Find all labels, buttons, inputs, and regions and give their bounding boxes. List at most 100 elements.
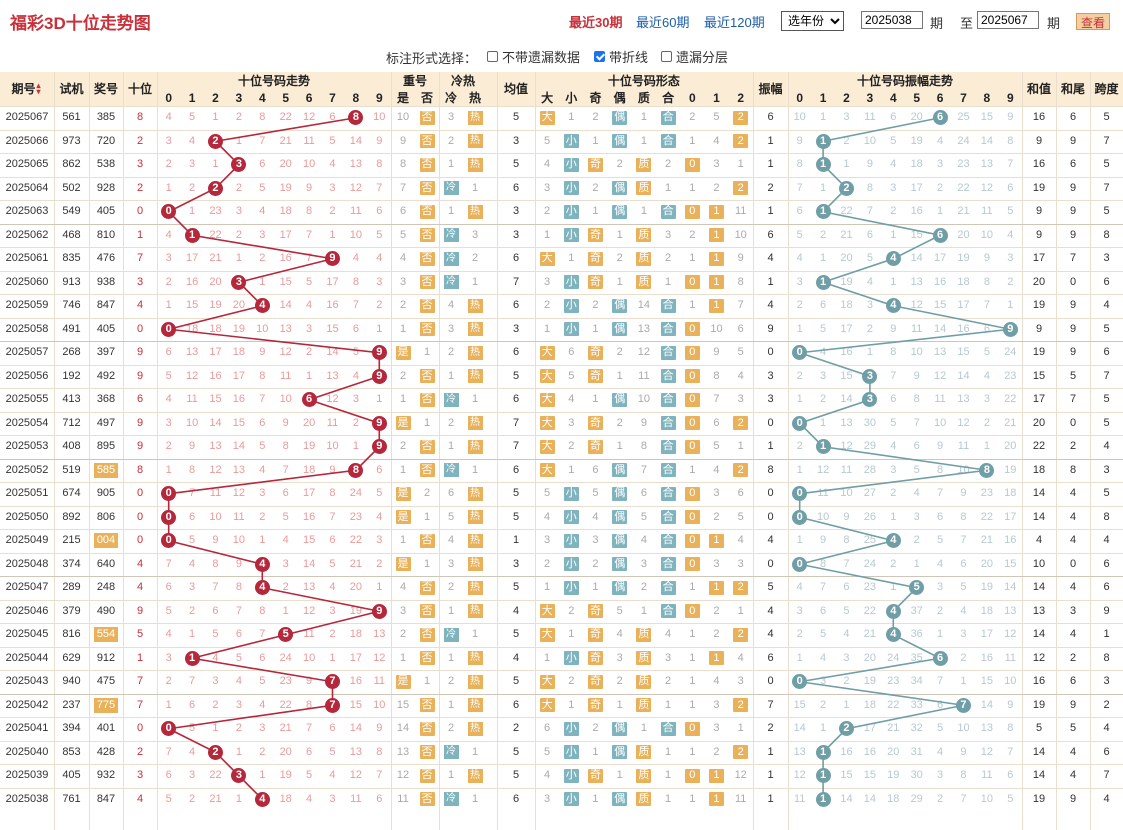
amp-value: 7	[767, 698, 774, 711]
from-issue-input[interactable]	[861, 11, 923, 29]
tens-ball: 0	[161, 533, 177, 549]
form-cell: 大	[535, 365, 559, 389]
hotcold-cell: 2	[447, 416, 455, 429]
form-cell: 偶	[608, 388, 632, 412]
amp-ball: 3	[862, 392, 878, 408]
form-cell: 小	[559, 576, 583, 600]
repeat-cell: 否	[415, 247, 439, 271]
checkbox-icon[interactable]	[594, 51, 605, 62]
trend-cell: 18	[349, 628, 362, 641]
repeat-cell: 1	[423, 346, 431, 359]
cold-tag: 冷	[443, 181, 459, 196]
sort-icon[interactable]: ▴▾	[36, 80, 41, 96]
repeat-tag: 否	[419, 298, 435, 313]
range-60-link[interactable]: 最近60期	[636, 15, 690, 30]
form-tag: 奇	[587, 157, 603, 172]
prize-number: 405	[96, 322, 116, 335]
form-tag: 1	[708, 228, 724, 243]
form-tag: 2	[733, 463, 749, 478]
hot-tag: 热	[467, 110, 483, 125]
sum-value: 14	[1032, 581, 1046, 594]
option-label: 遗漏分层	[676, 50, 729, 65]
range-120-link[interactable]: 最近120期	[704, 15, 765, 30]
to-issue-input[interactable]	[977, 11, 1039, 29]
amp-trend-cell: 19	[887, 769, 900, 782]
form-cell: 5	[737, 510, 744, 523]
option-no-miss[interactable]: 不带遗漏数据	[487, 47, 580, 66]
span-value: 7	[1103, 134, 1110, 147]
tens-digit: 7	[136, 675, 144, 688]
amp-trend-cell: 1	[811, 130, 834, 154]
form-cell: 合	[656, 529, 680, 553]
hotcold-cell: 热	[463, 318, 487, 342]
row-divider	[0, 388, 1123, 389]
hotcold-cell: 冷	[439, 247, 463, 271]
hot-tag: 热	[467, 134, 483, 149]
form-tag: 奇	[587, 416, 603, 431]
prize-highlight: 004	[93, 533, 119, 549]
issue-number: 2025055	[5, 393, 49, 406]
form-tag: 0	[684, 439, 700, 454]
hot-tag: 热	[467, 674, 483, 689]
form-sub-header: 奇	[583, 89, 608, 106]
amp-trend-cell: 17	[980, 628, 993, 641]
range-30-link[interactable]: 最近30期	[569, 15, 623, 30]
amp-trend-cell: 10	[1004, 675, 1017, 688]
amp-trend-cell: 33	[910, 698, 923, 711]
trend-cell: 3	[329, 604, 336, 617]
amp-value: 0	[767, 510, 774, 523]
amp-trend-cell: 1	[960, 675, 967, 688]
amp-value: 1	[767, 769, 774, 782]
hotcold-cell: 冷	[439, 459, 463, 483]
issue-header[interactable]: 期号 ▴▾	[0, 72, 54, 106]
form-tag: 1	[708, 275, 724, 290]
amp-header: 振幅	[753, 72, 788, 106]
amp-trend-cell: 4	[913, 487, 920, 500]
sum-value: 20	[1032, 416, 1046, 429]
form-tag: 合	[660, 204, 676, 219]
trend-cell: 6	[376, 792, 383, 805]
form-cell: 3	[640, 557, 647, 570]
span-value: 4	[1103, 299, 1110, 312]
trend-cell: 2	[352, 416, 359, 429]
tens-digit: 0	[136, 534, 144, 547]
trend-cell: 4	[165, 111, 172, 124]
option-layered[interactable]: 遗漏分层	[661, 47, 728, 66]
form-tag: 大	[539, 698, 555, 713]
checkbox-icon[interactable]	[661, 51, 672, 62]
form-cell: 小	[559, 271, 583, 295]
form-tag: 1	[708, 651, 724, 666]
trend-cell: 1	[165, 299, 172, 312]
form-tag: 偶	[612, 463, 628, 478]
hotcold-cell: 2	[447, 722, 455, 735]
row-divider	[0, 294, 1123, 295]
checkbox-icon[interactable]	[487, 51, 498, 62]
trend-cell: 15	[185, 299, 199, 312]
amp-trend-cell: 12	[840, 440, 853, 453]
trial-number: 674	[62, 487, 81, 500]
form-cell: 2	[713, 181, 720, 194]
amp-trend-cell: 15	[840, 769, 853, 782]
amp-trend-cell: 3	[890, 181, 897, 194]
hotcold-cell: 1	[447, 440, 455, 453]
repeat-tag: 否	[419, 792, 435, 807]
amp-trend-cell: 5	[843, 604, 850, 617]
hotcold-cell: 4	[447, 534, 455, 547]
amp-trend-cell: 24	[887, 651, 900, 664]
trend-cell: 13	[185, 346, 199, 359]
amp-trend-cell: 19	[980, 581, 993, 594]
tens-ball: 9	[371, 368, 387, 384]
form-cell: 2	[592, 111, 599, 124]
trend-cell: 9	[376, 134, 383, 147]
query-button[interactable]: 查看	[1076, 13, 1110, 30]
trend-cell: 9	[282, 416, 289, 429]
amp-trend-cell: 17	[840, 322, 853, 335]
option-polyline[interactable]: 带折线	[594, 47, 648, 66]
form-cell: 1	[689, 181, 696, 194]
year-select[interactable]: 选年份	[781, 11, 844, 31]
amp-trend-cell: 9	[796, 134, 803, 147]
sum-value: 14	[1032, 745, 1046, 758]
form-cell: 偶	[608, 200, 632, 224]
amp-trend-cell: 25	[957, 111, 970, 124]
column-divider	[1090, 72, 1091, 830]
